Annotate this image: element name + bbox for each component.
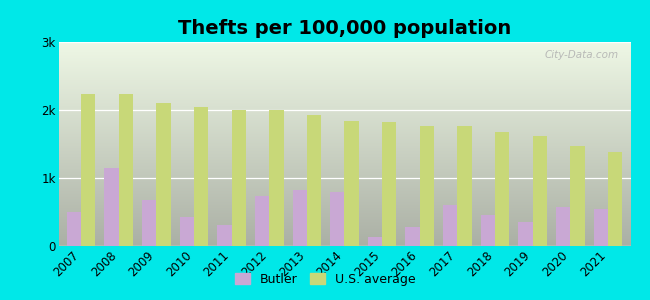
Bar: [344, 121, 359, 246]
Bar: [292, 190, 307, 246]
Bar: [142, 200, 157, 246]
Bar: [105, 168, 119, 246]
Legend: Butler, U.S. average: Butler, U.S. average: [229, 268, 421, 291]
Bar: [481, 215, 495, 246]
Bar: [406, 227, 420, 246]
Bar: [495, 132, 510, 246]
Bar: [179, 217, 194, 246]
Bar: [217, 225, 231, 246]
Bar: [307, 115, 321, 246]
Bar: [368, 237, 382, 246]
Bar: [330, 192, 344, 246]
Bar: [269, 110, 283, 246]
Bar: [67, 212, 81, 246]
Title: Thefts per 100,000 population: Thefts per 100,000 population: [178, 19, 511, 38]
Bar: [255, 196, 269, 246]
Bar: [420, 126, 434, 246]
Bar: [608, 152, 622, 246]
Bar: [119, 94, 133, 246]
Bar: [231, 110, 246, 246]
Bar: [532, 136, 547, 246]
Bar: [458, 126, 472, 246]
Text: City-Data.com: City-Data.com: [545, 50, 619, 60]
Bar: [443, 205, 458, 246]
Bar: [157, 103, 171, 246]
Bar: [518, 221, 532, 246]
Bar: [593, 209, 608, 246]
Bar: [382, 122, 396, 246]
Bar: [81, 94, 96, 246]
Bar: [556, 207, 570, 246]
Bar: [570, 146, 584, 246]
Bar: [194, 107, 208, 246]
